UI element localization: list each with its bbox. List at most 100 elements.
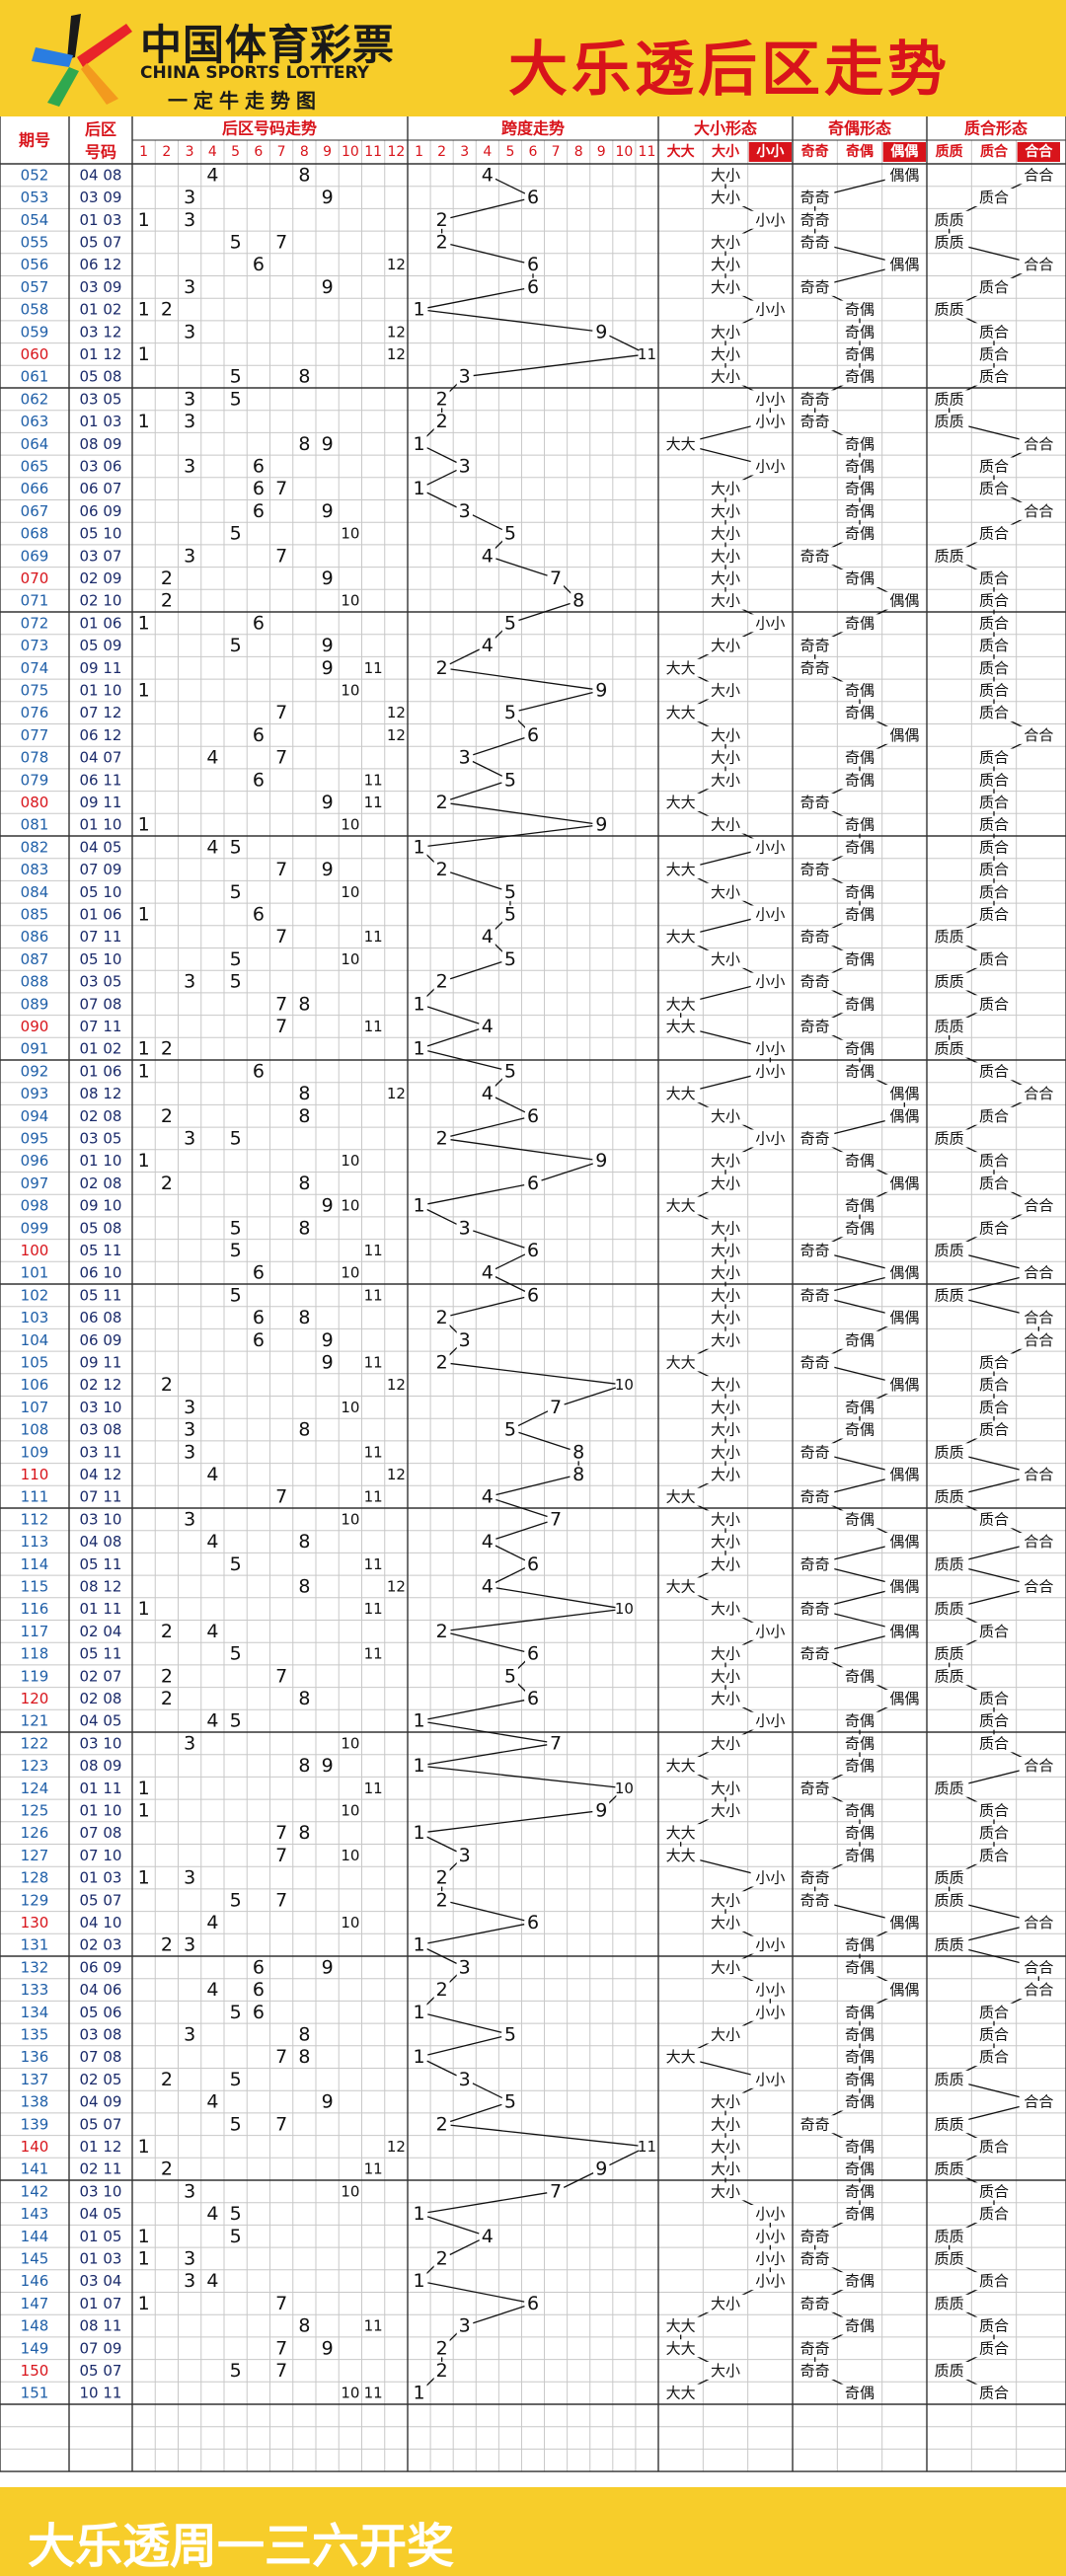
span-trend-line — [473, 1230, 525, 1249]
parity-shape-bg — [840, 434, 879, 453]
trend-number: 7 — [275, 2293, 287, 2314]
rear-numbers: 05 07 — [80, 1891, 122, 1909]
trend-column-label: 8 — [300, 144, 309, 160]
parity-shape-bg — [840, 2182, 879, 2201]
size-shape-bg — [750, 2227, 790, 2245]
rear-numbers: 05 06 — [80, 2004, 122, 2021]
parity-shape-bg — [796, 1554, 835, 1573]
prime-shape: 质质 — [935, 973, 964, 991]
trend-number: 9 — [322, 500, 334, 522]
prime-shape-bg — [1019, 1757, 1058, 1776]
size-shape: 小小 — [755, 2249, 785, 2267]
trend-number: 7 — [275, 2360, 287, 2382]
size-shape-bg — [706, 1106, 745, 1125]
span-trend-line — [424, 987, 436, 999]
rear-numbers: 01 06 — [80, 905, 122, 923]
span-point: 1 — [413, 1755, 424, 1777]
parity-shape-bg — [840, 323, 879, 341]
parity-shape: 奇偶 — [845, 1219, 875, 1237]
size-shape-bg — [750, 457, 790, 476]
size-shape-bg — [750, 1039, 790, 1058]
prime-shape: 合合 — [1024, 2093, 1053, 2111]
span-point: 5 — [504, 1060, 516, 1082]
rear-numbers: 05 11 — [80, 1286, 122, 1304]
size-shape-bg — [706, 1330, 745, 1349]
size-shape: 大大 — [666, 1847, 696, 1864]
span-point-bg — [433, 658, 450, 677]
span-point-bg — [456, 457, 473, 476]
prime-shape-bg — [1019, 1533, 1058, 1552]
span-trend-line — [426, 1836, 457, 1853]
parity-shape-bg — [840, 1801, 879, 1820]
issue-number: 135 — [21, 2025, 49, 2043]
span-point: 1 — [413, 2002, 424, 2023]
prime-shape-bg — [974, 189, 1014, 207]
trend-number: 6 — [253, 1956, 265, 1978]
trend-number: 5 — [230, 1889, 242, 1911]
parity-shape-bg — [884, 1376, 924, 1395]
size-shape: 小小 — [755, 211, 785, 229]
size-shape: 大大 — [666, 2048, 696, 2066]
size-shape: 大大 — [666, 2385, 696, 2402]
span-column-label: 4 — [483, 144, 492, 160]
prime-shape-bg — [974, 1846, 1014, 1864]
parity-shape: 偶偶 — [889, 1174, 919, 1192]
size-shape: 大小 — [711, 1533, 740, 1551]
trend-column-label: 11 — [364, 144, 382, 160]
parity-shape: 奇偶 — [845, 525, 875, 543]
rear-numbers: 05 10 — [80, 950, 122, 968]
size-shape: 大小 — [711, 681, 740, 699]
trend-number: 12 — [387, 323, 406, 341]
span-point: 6 — [527, 276, 539, 298]
rear-numbers: 03 08 — [80, 2025, 122, 2043]
trend-column-label: 7 — [277, 144, 286, 160]
parity-shape: 奇奇 — [800, 1242, 830, 1259]
parity-shape: 奇奇 — [800, 2115, 830, 2133]
span-trend-line — [562, 583, 573, 595]
trend-number: 4 — [206, 836, 218, 858]
parity-shape: 偶偶 — [889, 1085, 919, 1102]
trend-column-label: 4 — [208, 144, 217, 160]
span-trend-line — [424, 1995, 436, 2007]
prime-shape: 质合 — [979, 2385, 1009, 2402]
rear-numbers: 08 09 — [80, 1757, 122, 1775]
parity-trend-line — [829, 1365, 890, 1383]
trend-number: 2 — [161, 299, 173, 321]
page-title: 大乐透后区走势 — [508, 36, 951, 105]
trend-column-label: 2 — [162, 144, 171, 160]
span-trend-line — [450, 1609, 616, 1631]
trend-number: 9 — [322, 276, 334, 298]
issue-number: 115 — [21, 1577, 49, 1595]
prime-shape-bg — [974, 323, 1014, 341]
trend-number: 2 — [161, 1374, 173, 1396]
prime-shape: 质合 — [979, 1623, 1009, 1640]
issue-number: 139 — [21, 2115, 49, 2133]
size-trend-line — [695, 917, 756, 935]
prime-shape-bg — [1019, 1309, 1058, 1327]
trend-number: 9 — [322, 433, 334, 455]
issue-number: 089 — [21, 995, 49, 1013]
trend-number: 5 — [230, 971, 242, 993]
prime-shape: 质合 — [979, 816, 1009, 834]
parity-trend-line — [829, 267, 890, 284]
size-shape-bg — [750, 2003, 790, 2021]
parity-column-label: 奇奇 — [801, 143, 829, 160]
size-shape-bg — [706, 501, 745, 520]
size-shape-bg — [706, 1600, 745, 1619]
span-point: 8 — [572, 1441, 584, 1463]
parity-shape-bg — [840, 2048, 879, 2067]
issue-number: 143 — [21, 2205, 49, 2223]
span-point-bg — [411, 838, 427, 857]
issue-number: 068 — [21, 525, 49, 543]
size-shape: 大小 — [711, 637, 740, 654]
prime-shape: 质合 — [979, 1219, 1009, 1237]
span-point-bg — [525, 256, 541, 274]
size-trend-line — [695, 424, 756, 441]
parity-shape-bg — [840, 2003, 879, 2021]
prime-shape: 质质 — [935, 413, 964, 430]
size-shape-bg — [706, 949, 745, 968]
rear-numbers: 07 12 — [80, 704, 122, 721]
trend-number: 11 — [364, 1286, 383, 1304]
span-point-bg — [411, 480, 427, 498]
parity-shape: 偶偶 — [889, 1533, 919, 1551]
